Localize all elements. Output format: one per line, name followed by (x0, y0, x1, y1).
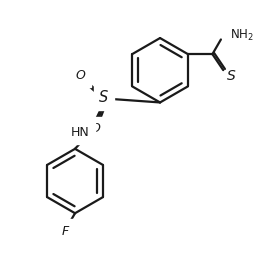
Text: NH$_2$: NH$_2$ (230, 28, 254, 43)
Text: O: O (91, 122, 101, 135)
Text: S: S (99, 90, 109, 105)
Text: F: F (62, 225, 69, 238)
Text: S: S (227, 69, 236, 83)
Text: O: O (75, 69, 85, 82)
Text: HN: HN (71, 126, 90, 139)
